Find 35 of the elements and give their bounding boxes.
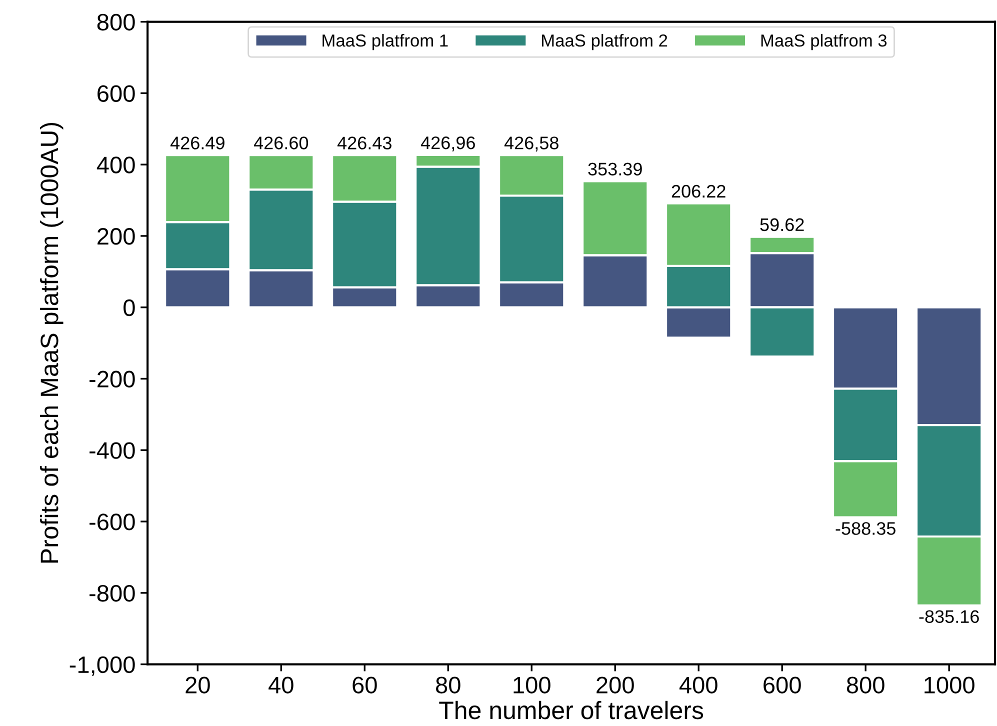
total-label: 206.22 <box>672 184 726 198</box>
total-label: 59.62 <box>760 218 804 232</box>
y-tick-label: -1,000 <box>70 656 135 676</box>
x-tick-label: 80 <box>436 676 460 694</box>
x-tick-label: 20 <box>186 676 210 694</box>
y-tick-label: 0 <box>124 299 135 316</box>
x-tick-label: 600 <box>764 676 801 694</box>
x-tick-label: 1000 <box>924 676 974 694</box>
x-tick-label: 400 <box>679 676 718 694</box>
x-tick-label: 40 <box>268 676 294 694</box>
total-label: 353.39 <box>588 162 642 176</box>
y-tick-label: 400 <box>96 156 135 174</box>
legend-label: MaaS platfrom 2 <box>542 34 668 50</box>
total-label: 426.43 <box>337 136 392 150</box>
x-tick-label: 60 <box>352 676 377 694</box>
total-label: -835.16 <box>919 610 979 623</box>
y-tick-label: -600 <box>90 514 135 530</box>
y-axis-title: Profits of each MaaS platform (1000AU) <box>40 122 64 563</box>
x-axis-title: The number of travelers <box>439 700 704 720</box>
legend-label: MaaS platfrom 1 <box>322 34 448 50</box>
total-label: 426.60 <box>254 136 308 150</box>
x-tick-label: 800 <box>846 676 884 694</box>
y-tick-label: -400 <box>90 442 135 459</box>
y-tick-label: -200 <box>90 370 135 388</box>
total-label: 426.49 <box>170 136 224 150</box>
x-tick-label: 100 <box>514 676 550 694</box>
y-tick-label: 800 <box>97 14 135 31</box>
x-tick-label: 200 <box>596 676 634 694</box>
legend-label: MaaS platfrom 3 <box>761 34 887 50</box>
total-label: 426,58 <box>504 136 558 152</box>
total-label: 426,96 <box>420 136 475 152</box>
total-label: -588.35 <box>836 522 896 535</box>
y-tick-label: 600 <box>98 85 135 102</box>
y-tick-label: -800 <box>90 584 135 602</box>
y-tick-label: 200 <box>98 228 135 245</box>
